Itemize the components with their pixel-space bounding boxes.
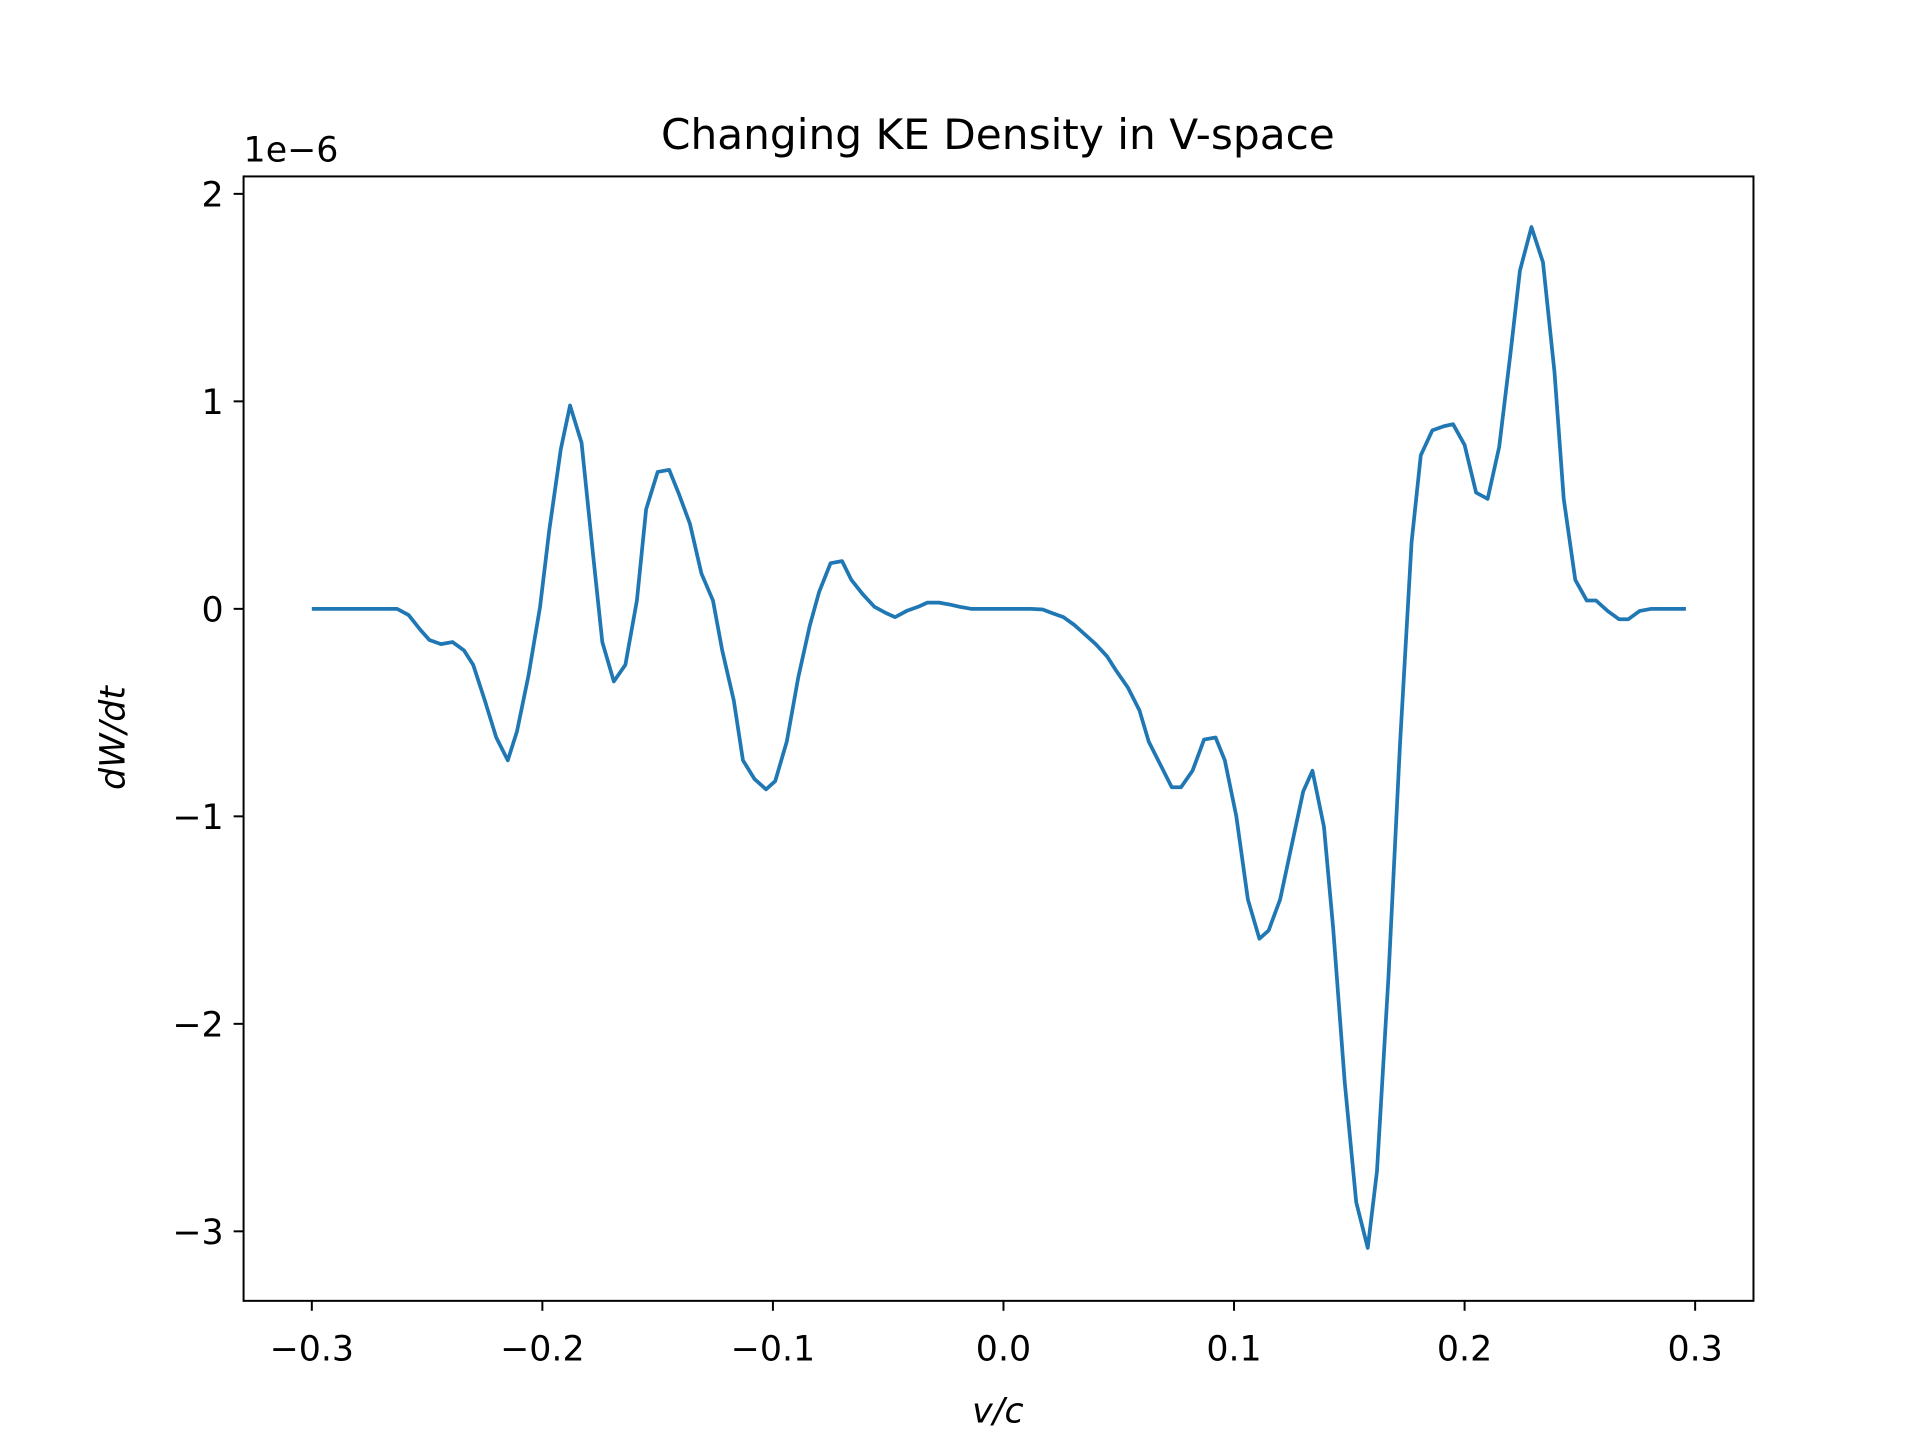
chart-title: Changing KE Density in V-space [661, 110, 1335, 159]
y-tick-label: 1 [202, 383, 224, 423]
y-tick-label: 0 [202, 590, 224, 630]
x-tick-label: 0.0 [976, 1329, 1031, 1369]
y-tick-label: 2 [202, 175, 224, 215]
x-tick-label: −0.1 [731, 1329, 815, 1369]
x-tick-label: 0.2 [1437, 1329, 1492, 1369]
y-tick-label: −2 [172, 1005, 223, 1045]
axes-frame [242, 175, 1755, 1302]
x-tick-label: 0.1 [1206, 1329, 1261, 1369]
line-series [311, 225, 1686, 1250]
x-axis-label: v/c [972, 1392, 1023, 1432]
y-tick-label: −3 [172, 1213, 223, 1253]
x-tick-label: 0.3 [1667, 1329, 1722, 1369]
x-tick-label: −0.2 [500, 1329, 584, 1369]
y-tick-label: −1 [172, 798, 223, 838]
offset-text: 1e−6 [244, 131, 339, 171]
y-axis-label: dW/dt [93, 685, 133, 790]
x-tick-label: −0.3 [270, 1329, 354, 1369]
